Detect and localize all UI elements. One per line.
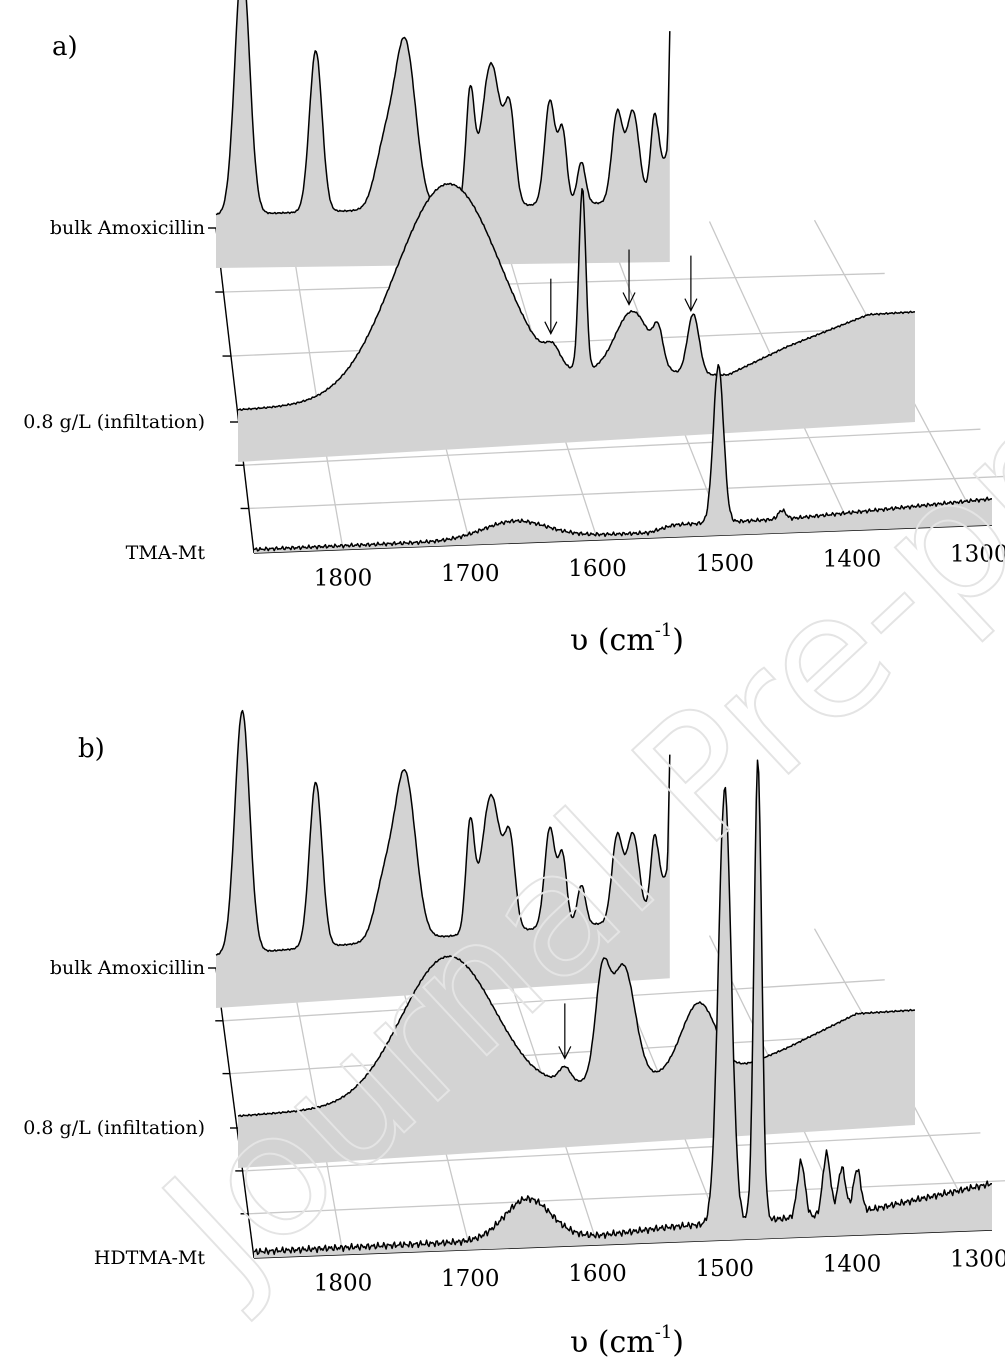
- series-label: bulk Amoxicillin: [50, 217, 205, 239]
- x-axis-title-close: ): [672, 623, 684, 658]
- depth-axis-line: [215, 967, 255, 1259]
- series-line: [237, 182, 915, 411]
- x-tick-label: 1300: [950, 541, 1005, 567]
- x-axis-title-close: ): [672, 1325, 684, 1360]
- series-1: [237, 955, 915, 1168]
- series-line: [237, 955, 915, 1118]
- grid-line-floor: [230, 326, 915, 357]
- series-line: [253, 363, 992, 552]
- peak-arrow-head: [558, 1046, 572, 1060]
- panel-a: bulk Amoxicillin 0.8 g/L (infiltation) TMA…: [23, 0, 1005, 658]
- x-tick-label: 1600: [568, 556, 627, 582]
- x-tick-label: 1700: [441, 1266, 500, 1292]
- series-fill: [238, 183, 915, 462]
- grid-line-floor: [223, 272, 885, 293]
- x-axis-title-main: υ (cm: [570, 1325, 655, 1360]
- series-2: [253, 759, 992, 1258]
- series-line: [215, 709, 671, 956]
- grid-line-floor: [248, 475, 1005, 510]
- x-tick-label: 1500: [696, 1256, 755, 1282]
- x-tick-label: 1700: [441, 561, 500, 587]
- peak-arrow: [558, 1003, 572, 1060]
- x-tick-label: 1500: [696, 551, 755, 577]
- series-1: [237, 182, 915, 462]
- grid-line-floor: [230, 1030, 915, 1075]
- series-fill: [216, 0, 670, 268]
- x-axis-title-main: υ (cm: [570, 623, 655, 658]
- panel-b: bulk Amoxicillin 0.8 g/L (infiltation) HDT…: [23, 709, 1005, 1360]
- series-2: [253, 363, 992, 553]
- series-0: [215, 709, 671, 1008]
- x-tick-label: 1800: [314, 1271, 373, 1297]
- panel-label: b): [78, 734, 105, 764]
- x-axis-title-sup: -1: [655, 620, 673, 641]
- series-fill: [254, 760, 992, 1258]
- x-tick-label: 1600: [568, 1261, 627, 1287]
- series-label: 0.8 g/L (infiltation): [23, 1117, 205, 1139]
- grid-line-floor: [243, 428, 981, 466]
- x-tick-label: 1400: [823, 1251, 882, 1277]
- x-axis-title-sup: -1: [655, 1322, 673, 1343]
- grid-line-floor: [223, 979, 885, 1022]
- series-line: [215, 0, 671, 216]
- peak-arrow-head: [544, 321, 558, 336]
- peak-arrow-head: [684, 298, 698, 312]
- panel-label: a): [52, 32, 78, 62]
- peak-arrow: [622, 249, 636, 306]
- grid-line-floor: [248, 1180, 1005, 1215]
- series-line: [253, 759, 992, 1256]
- depth-axis-line: [215, 227, 255, 554]
- series-label: bulk Amoxicillin: [50, 957, 205, 979]
- x-axis-title: υ (cm-1): [570, 620, 684, 658]
- grid-line-floor: [243, 1132, 981, 1172]
- x-axis-title: υ (cm-1): [570, 1322, 684, 1360]
- series-label: 0.8 g/L (infiltation): [23, 411, 205, 433]
- x-tick-label: 1300: [950, 1246, 1005, 1272]
- series-label: HDTMA-Mt: [94, 1247, 206, 1269]
- x-tick-label: 1400: [823, 546, 882, 572]
- x-tick-label: 1800: [314, 566, 373, 592]
- peak-arrow-head: [622, 292, 636, 306]
- series-label: TMA-Mt: [126, 542, 206, 564]
- series-fill: [238, 956, 915, 1168]
- peak-arrow: [544, 278, 558, 336]
- peak-arrow: [684, 255, 698, 312]
